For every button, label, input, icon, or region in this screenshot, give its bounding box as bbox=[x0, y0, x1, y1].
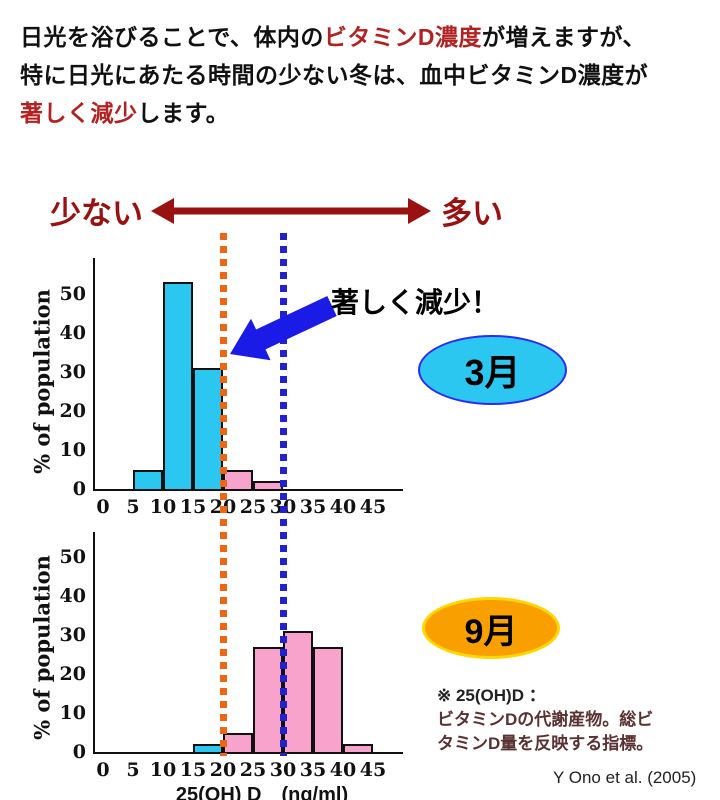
bar-35-40 bbox=[313, 646, 343, 754]
scale-label-few: 少ない bbox=[50, 196, 143, 231]
bar-30-35 bbox=[283, 631, 313, 754]
footnote: ※ 25(OH)D ： ビタミンDの代謝産物。総ビ タミンD量を反映する指標。 bbox=[437, 684, 653, 756]
y-tick-label: 50 bbox=[59, 283, 86, 305]
x-tick-label: 25 bbox=[239, 759, 267, 781]
y-tick-label: 20 bbox=[59, 400, 86, 422]
intro-segment: します。 bbox=[137, 100, 230, 126]
intro-segment-highlight: 著しく減少 bbox=[20, 100, 138, 126]
y-tick-label: 40 bbox=[59, 322, 86, 344]
x-tick-label: 40 bbox=[329, 759, 357, 781]
y-tick-label: 10 bbox=[59, 702, 86, 724]
x-tick-label: 10 bbox=[149, 496, 177, 518]
x-tick-label: 30 bbox=[269, 759, 297, 781]
y-tick-label: 40 bbox=[59, 585, 86, 607]
y-tick-label: 0 bbox=[72, 741, 86, 763]
x-tick-label: 0 bbox=[96, 759, 110, 781]
y-tick-label: 50 bbox=[59, 546, 86, 568]
x-tick-label: 15 bbox=[179, 496, 207, 518]
x-axis-line bbox=[93, 489, 403, 491]
intro-segment: 日光を浴びることで、体内の bbox=[20, 24, 324, 50]
y-tick-label: 0 bbox=[72, 478, 86, 500]
footnote-line3: タミンD量を反映する指標。 bbox=[437, 734, 654, 753]
x-axis-title: 25(OH) D (ng/ml) bbox=[175, 784, 349, 800]
citation: Y Ono et al. (2005) bbox=[553, 768, 697, 787]
double-headed-arrow-icon bbox=[151, 198, 431, 224]
x-tick-label: 5 bbox=[126, 759, 140, 781]
x-tick-label: 40 bbox=[329, 496, 357, 518]
y-axis-title: % of population bbox=[29, 555, 55, 740]
intro-segment-highlight: ビタミンD濃度 bbox=[323, 24, 483, 50]
x-axis-line bbox=[93, 752, 403, 754]
decrease-annotation: 著しく減少！ bbox=[331, 287, 500, 318]
bar-10-15 bbox=[163, 282, 193, 491]
march-badge-label: 3月 bbox=[464, 352, 521, 393]
y-tick-label: 30 bbox=[59, 624, 86, 646]
y-axis-line bbox=[93, 532, 95, 754]
bar-25-30 bbox=[253, 646, 283, 754]
x-tick-label: 35 bbox=[299, 759, 327, 781]
x-tick-label: 35 bbox=[299, 496, 327, 518]
scale-label-many: 多い bbox=[441, 196, 503, 231]
intro-paragraph: 日光を浴びることで、体内のビタミンD濃度が増えますが、特に日光にあたる時間の少な… bbox=[20, 18, 700, 132]
x-tick-label: 0 bbox=[96, 496, 110, 518]
bar-20-25 bbox=[223, 469, 253, 491]
footnote-line2: ビタミンDの代謝産物。総ビ bbox=[437, 710, 654, 729]
bar-15-20 bbox=[193, 368, 223, 491]
x-tick-label: 25 bbox=[239, 496, 267, 518]
y-tick-label: 20 bbox=[59, 663, 86, 685]
x-tick-label: 45 bbox=[359, 759, 387, 781]
y-tick-label: 30 bbox=[59, 361, 86, 383]
x-tick-label: 15 bbox=[179, 759, 207, 781]
bar-5-10 bbox=[133, 469, 163, 491]
x-tick-label: 20 bbox=[209, 759, 237, 781]
x-tick-label: 45 bbox=[359, 496, 387, 518]
march-badge: 3月 bbox=[418, 335, 567, 405]
ref-line-20 bbox=[219, 233, 227, 756]
y-tick-label: 10 bbox=[59, 439, 86, 461]
decrease-arrow-icon bbox=[230, 296, 337, 361]
september-badge: 9月 bbox=[422, 597, 560, 659]
y-axis-title: % of population bbox=[29, 289, 55, 474]
intro-segment: 特に日光にあたる時間の少ない冬は、血中ビタミンD濃度が bbox=[20, 62, 649, 88]
intro-segment: が増えますが、 bbox=[482, 24, 647, 50]
footnote-line1: ※ 25(OH)D ： bbox=[437, 686, 546, 705]
y-axis-line bbox=[93, 258, 95, 491]
x-tick-label: 5 bbox=[126, 496, 140, 518]
x-tick-label: 10 bbox=[149, 759, 177, 781]
september-badge-label: 9月 bbox=[464, 612, 518, 651]
ref-line-30 bbox=[279, 233, 287, 756]
bar-20-25 bbox=[223, 732, 253, 754]
